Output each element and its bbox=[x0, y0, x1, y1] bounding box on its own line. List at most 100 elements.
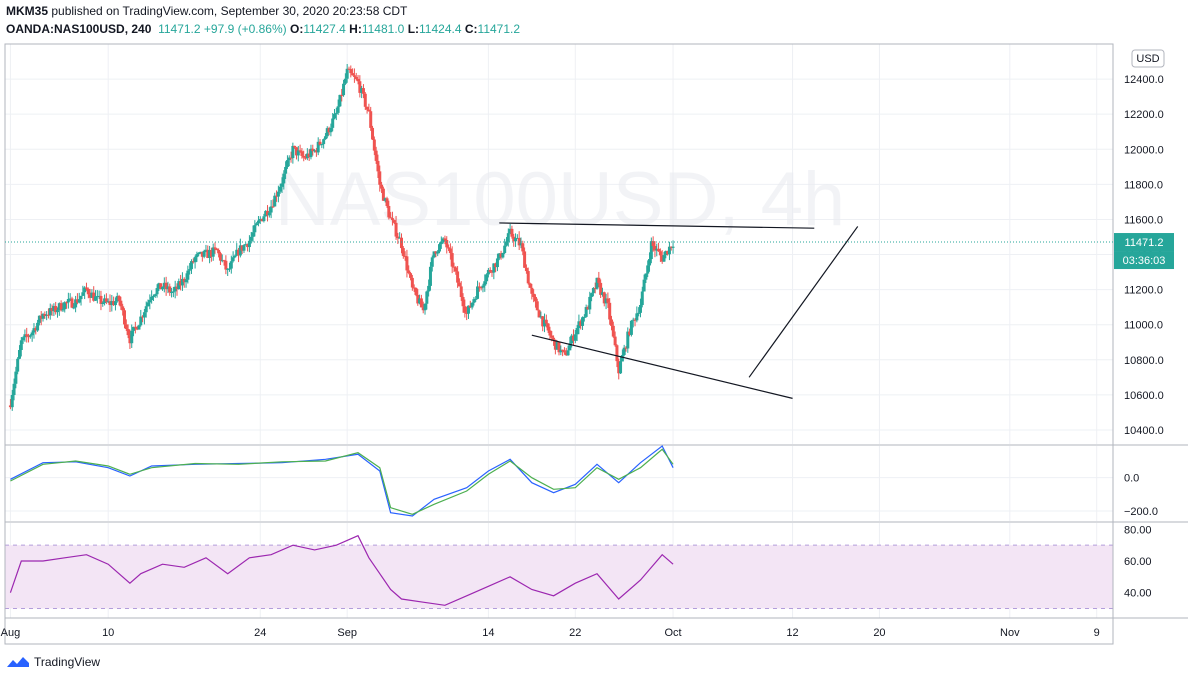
candle-body bbox=[390, 218, 394, 221]
candle-body bbox=[320, 144, 324, 146]
last-price-tag bbox=[1114, 233, 1174, 252]
candle-body bbox=[407, 270, 411, 274]
candle-body bbox=[649, 241, 653, 260]
candle-body bbox=[267, 212, 271, 216]
price-tick-label: 12400.0 bbox=[1124, 74, 1164, 86]
candle-body bbox=[184, 279, 188, 283]
candle-body bbox=[611, 325, 615, 337]
candle-body bbox=[233, 255, 237, 258]
candle-body bbox=[121, 306, 125, 311]
candle-body bbox=[218, 253, 222, 261]
last-price: 11471.2 bbox=[158, 22, 201, 36]
candle-body bbox=[59, 303, 63, 311]
candle-body bbox=[644, 273, 648, 280]
trendline bbox=[748, 226, 859, 378]
candle-body bbox=[300, 151, 304, 156]
candle-body bbox=[222, 260, 226, 262]
candle-body bbox=[74, 299, 78, 308]
candle-body bbox=[217, 249, 221, 254]
candle-body bbox=[613, 336, 617, 346]
trendline bbox=[531, 334, 793, 399]
candle-body bbox=[666, 250, 670, 255]
candle-body bbox=[369, 111, 373, 128]
candle-body bbox=[237, 249, 241, 256]
time-tick-label: Sep bbox=[337, 627, 357, 639]
candle-body bbox=[626, 331, 630, 349]
candle-body bbox=[103, 298, 107, 303]
candle-body bbox=[468, 305, 472, 308]
candle-body bbox=[465, 312, 469, 314]
candle-body bbox=[385, 198, 389, 206]
candle-body bbox=[182, 278, 186, 283]
open-value: 11427.4 bbox=[303, 22, 346, 36]
candle-body bbox=[445, 239, 449, 248]
candle-body bbox=[466, 305, 470, 314]
candle-body bbox=[137, 325, 141, 330]
candle-body bbox=[564, 352, 568, 356]
candle-body bbox=[631, 319, 635, 321]
candle-body bbox=[409, 273, 413, 278]
candle-body bbox=[296, 150, 300, 156]
candle-body bbox=[94, 296, 98, 301]
price-tick-label: 10800.0 bbox=[1124, 355, 1164, 367]
candle-body bbox=[119, 300, 123, 307]
time-tick-label: Aug bbox=[1, 627, 21, 639]
candle-body bbox=[523, 251, 527, 268]
countdown-label: 03:36:03 bbox=[1123, 255, 1166, 267]
candle-body bbox=[664, 250, 668, 256]
candle-body bbox=[266, 210, 270, 216]
candle-body bbox=[52, 306, 56, 312]
candle-body bbox=[515, 237, 519, 239]
candle-body bbox=[349, 69, 353, 74]
rsi-tick-label: 40.00 bbox=[1124, 588, 1152, 600]
candle-body bbox=[99, 295, 103, 304]
candle-body bbox=[14, 371, 18, 384]
candle-body bbox=[401, 248, 405, 256]
candle-body bbox=[16, 358, 20, 372]
candle-body bbox=[334, 112, 338, 114]
candle-body bbox=[30, 332, 34, 336]
time-tick-label: 10 bbox=[102, 627, 114, 639]
candle-body bbox=[249, 236, 253, 241]
candle-body bbox=[90, 292, 94, 298]
candle-body bbox=[106, 301, 110, 303]
candle-body bbox=[197, 252, 201, 255]
candle-body bbox=[323, 136, 327, 140]
candle-body bbox=[573, 334, 577, 341]
candle-body bbox=[112, 301, 116, 306]
candle-body bbox=[358, 81, 362, 93]
candle-body bbox=[269, 206, 273, 213]
candle-body bbox=[642, 279, 646, 292]
candle-body bbox=[318, 141, 322, 145]
symbol-info: OANDA:NAS100USD, 240 11471.2 +97.9 (+0.8… bbox=[6, 22, 520, 36]
candle-body bbox=[48, 308, 52, 316]
watermark: NAS100USD, 4h bbox=[275, 157, 845, 242]
candle-body bbox=[546, 323, 550, 331]
candle-body bbox=[562, 350, 566, 353]
candle-body bbox=[264, 210, 268, 217]
candle-body bbox=[503, 245, 507, 253]
candle-body bbox=[177, 281, 181, 290]
candle-body bbox=[83, 287, 87, 293]
candle-body bbox=[133, 326, 137, 328]
tradingview-logo[interactable]: TradingView bbox=[6, 655, 100, 669]
candle-body bbox=[363, 93, 367, 107]
candle-body bbox=[590, 293, 594, 297]
candle-body bbox=[610, 319, 614, 326]
candle-body bbox=[430, 257, 434, 267]
candle-body bbox=[374, 150, 378, 161]
candle-body bbox=[46, 314, 50, 316]
candle-body bbox=[329, 127, 333, 133]
publish-info: MKM35 published on TradingView.com, Sept… bbox=[6, 4, 407, 18]
candle-body bbox=[354, 76, 358, 79]
candle-body bbox=[555, 341, 559, 350]
candle-body bbox=[658, 251, 662, 256]
candle-body bbox=[124, 324, 128, 330]
candle-body bbox=[294, 147, 298, 156]
candle-body bbox=[68, 298, 72, 300]
candle-body bbox=[173, 286, 177, 292]
time-tick-label: 12 bbox=[786, 627, 798, 639]
candle-body bbox=[470, 302, 474, 308]
candle-body bbox=[461, 297, 465, 307]
